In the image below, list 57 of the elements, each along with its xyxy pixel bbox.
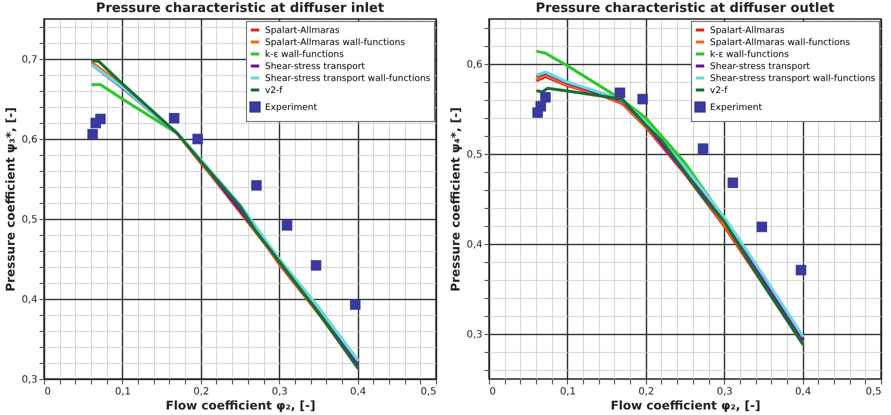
point <box>310 260 322 271</box>
legend-label: Spalart-Allmaras <box>710 26 785 36</box>
x-tick-label: 0,3 <box>716 386 733 398</box>
y-tick-label: 0,4 <box>22 294 38 306</box>
chart-title: Pressure characteristic at diffuser inlet <box>96 1 384 16</box>
y-tick-label: 0,3 <box>466 330 482 340</box>
x-tick-label: 0,3 <box>272 386 288 398</box>
y-tick-label: 0,3 <box>22 374 38 386</box>
legend-label: Shear-stress transport <box>710 62 810 72</box>
x-tick-label: 0,1 <box>560 386 576 398</box>
x-tick-label: 0,5 <box>420 386 436 398</box>
point <box>282 220 292 231</box>
x-axis-title: Flow coefficient φ₂, [-] <box>610 398 760 412</box>
legend-label: Spalart-Allmaras wall-functions <box>265 38 406 48</box>
x-tick-label: 0,2 <box>193 386 210 398</box>
legend-label: Experiment <box>265 103 318 113</box>
x-tick-label: 0,1 <box>114 386 131 398</box>
x-tick-label: 0 <box>490 386 496 398</box>
legend-label: v2-f <box>710 86 728 96</box>
point <box>95 114 106 124</box>
point <box>728 178 738 188</box>
y-axis-title: Pressure coefficient ψ₃*, [-] <box>4 107 18 292</box>
point <box>698 143 708 154</box>
y-axis-title: Pressure coefficient ψ₄*, [-] <box>448 107 463 292</box>
y-tick-label: 0,5 <box>466 150 482 160</box>
y-tick-label: 0,6 <box>466 60 482 70</box>
point <box>536 101 546 112</box>
legend-label: Shear-stress transport <box>265 62 366 72</box>
x-tick-label: 0,5 <box>866 386 882 398</box>
legend-label: Spalart-Allmaras wall-functions <box>710 38 850 48</box>
point <box>251 180 262 191</box>
legend-label: Experiment <box>710 103 762 113</box>
legend-label: k-ε wall-functions <box>710 50 790 60</box>
point <box>192 134 203 144</box>
x-tick-label: 0,4 <box>795 386 812 398</box>
point <box>756 222 768 232</box>
legend-label: v2-f <box>265 86 284 96</box>
point <box>87 128 98 140</box>
point <box>637 94 648 104</box>
y-tick-label: 0,5 <box>22 214 38 226</box>
legend-label: Shear-stress transport wall-functions <box>710 74 876 84</box>
point <box>540 92 551 103</box>
chart-title: Pressure characteristic at diffuser outlet <box>536 1 834 16</box>
y-tick-label: 0,6 <box>22 134 38 146</box>
point <box>350 299 360 310</box>
point <box>614 88 626 98</box>
y-tick-label: 0,7 <box>22 54 38 66</box>
legend-label: Shear-stress transport wall-functions <box>265 74 431 84</box>
x-tick-label: 0,2 <box>638 386 654 398</box>
point <box>796 264 806 276</box>
y-tick-label: 0,4 <box>466 240 482 250</box>
x-axis-title: Flow coefficient φ₂, [-] <box>166 398 316 412</box>
point <box>168 112 180 124</box>
legend-label: Spalart-Allmaras <box>265 26 340 36</box>
x-tick-label: 0,4 <box>350 386 366 398</box>
x-tick-label: 0 <box>44 386 51 398</box>
legend-label: k-ε wall-functions <box>265 50 344 60</box>
